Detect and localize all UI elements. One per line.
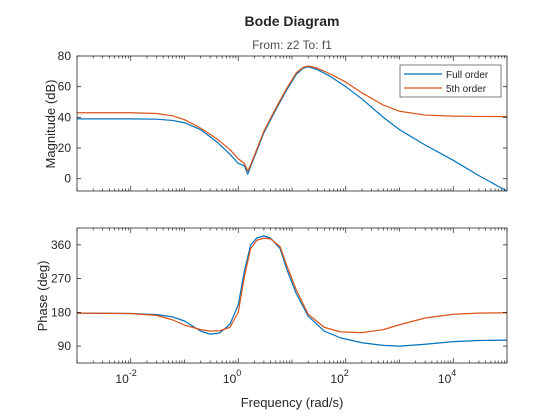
magnitude-ytick-label: 60 [58,80,72,94]
phase-ylabel: Phase (deg) [35,261,50,332]
legend-label-full-order: Full order [446,70,489,81]
phase-ytick-label: 270 [51,272,71,286]
magnitude-series-full-order [77,66,507,191]
legend-label-5th-order: 5th order [446,84,487,95]
phase-ticks: 90 180 270 360 [51,228,508,363]
legend: Full order 5th order [399,64,502,98]
xtick-label-base: 10 [438,372,452,386]
phase-panel: 90 180 270 360 Phase (deg) [35,227,508,364]
xtick-label-exponent: 2 [344,368,349,378]
phase-ytick-label: 180 [51,305,71,319]
chart-subtitle: From: z2 To: f1 [252,38,332,52]
x-axis-label: Frequency (rad/s) [241,395,344,410]
xtick-label-exponent: 0 [236,368,241,378]
magnitude-ylabel: Magnitude (dB) [43,80,58,169]
magnitude-axes-box [76,55,508,192]
chart-title: Bode Diagram [245,13,340,29]
xtick-label-base: 10 [330,372,344,386]
magnitude-ytick-label: 0 [64,172,71,186]
magnitude-ytick-label: 20 [58,141,72,155]
xtick-label-base: 10 [223,372,237,386]
phase-axes-background [77,228,507,363]
xtick-label-exponent: 4 [451,368,456,378]
magnitude-series-5th-order [77,65,507,172]
phase-series-full-order [77,235,507,347]
phase-ytick-label: 360 [51,238,71,252]
xtick-label-base: 10 [115,372,129,386]
phase-ytick-label: 90 [58,339,72,353]
magnitude-ytick-label: 80 [58,49,72,63]
magnitude-ytick-label: 40 [58,110,72,124]
x-tick-labels: 10 -2 10 0 10 2 10 4 [115,368,456,386]
phase-series-5th-order [77,237,507,334]
xtick-label-exponent: -2 [129,368,137,378]
legend-box [399,64,502,98]
phase-axes-box [76,227,508,364]
